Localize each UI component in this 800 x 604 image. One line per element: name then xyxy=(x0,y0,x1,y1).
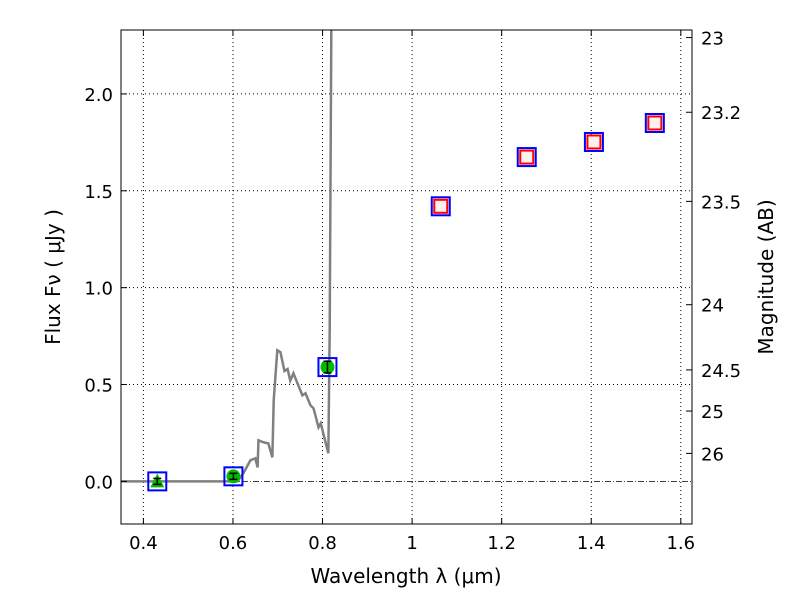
y-tick-label: 1.0 xyxy=(84,279,113,300)
model-curve xyxy=(121,30,333,483)
model-photometry-square xyxy=(147,471,168,492)
model-photometry-square xyxy=(317,357,338,378)
predicted-square xyxy=(586,134,602,150)
right-tick-label: 23.5 xyxy=(701,192,741,213)
x-tick-label: 1.4 xyxy=(577,533,606,554)
right-tick-label: 24.5 xyxy=(701,361,741,382)
model-photometry-square xyxy=(583,131,604,152)
right-tick-label: 25 xyxy=(701,402,724,423)
x-tick-label: 0.4 xyxy=(129,533,158,554)
x-tick-label: 0.6 xyxy=(219,533,248,554)
x-tick-label: 1.2 xyxy=(487,533,516,554)
plot-frame xyxy=(120,29,693,525)
x-tick-label: 1 xyxy=(406,533,417,554)
predicted-square xyxy=(433,198,449,214)
x-axis-label: Wavelength λ (μm) xyxy=(310,564,501,588)
y-axis-label: Flux Fν ( μJy ) xyxy=(41,209,65,345)
right-axis-label: Magnitude (AB) xyxy=(754,199,778,354)
x-tick-label: 1.6 xyxy=(666,533,695,554)
right-tick-label: 26 xyxy=(701,444,724,465)
x-tick-label: 0.8 xyxy=(308,533,337,554)
right-tick-label: 24 xyxy=(701,296,724,317)
predicted-square xyxy=(519,149,535,165)
y-tick-label: 1.5 xyxy=(84,182,113,203)
model-photometry-square xyxy=(430,196,451,217)
y-tick-label: 2.0 xyxy=(84,85,113,106)
right-tick-label: 23.2 xyxy=(701,103,741,124)
predicted-square xyxy=(647,115,663,131)
y-tick-label: 0.0 xyxy=(84,472,113,493)
model-photometry-square xyxy=(516,147,537,168)
model-photometry-square xyxy=(223,466,244,487)
model-photometry-square xyxy=(644,112,665,133)
grid xyxy=(121,30,692,524)
y-tick-label: 0.5 xyxy=(84,376,113,397)
axis-ticks: 0.4 0.6 0.8 1 1.2 1.4 1.6 0.0 0.5 1.0 1.5 2.0 23 23.2… xyxy=(84,29,741,554)
right-tick-label: 23 xyxy=(701,29,724,50)
